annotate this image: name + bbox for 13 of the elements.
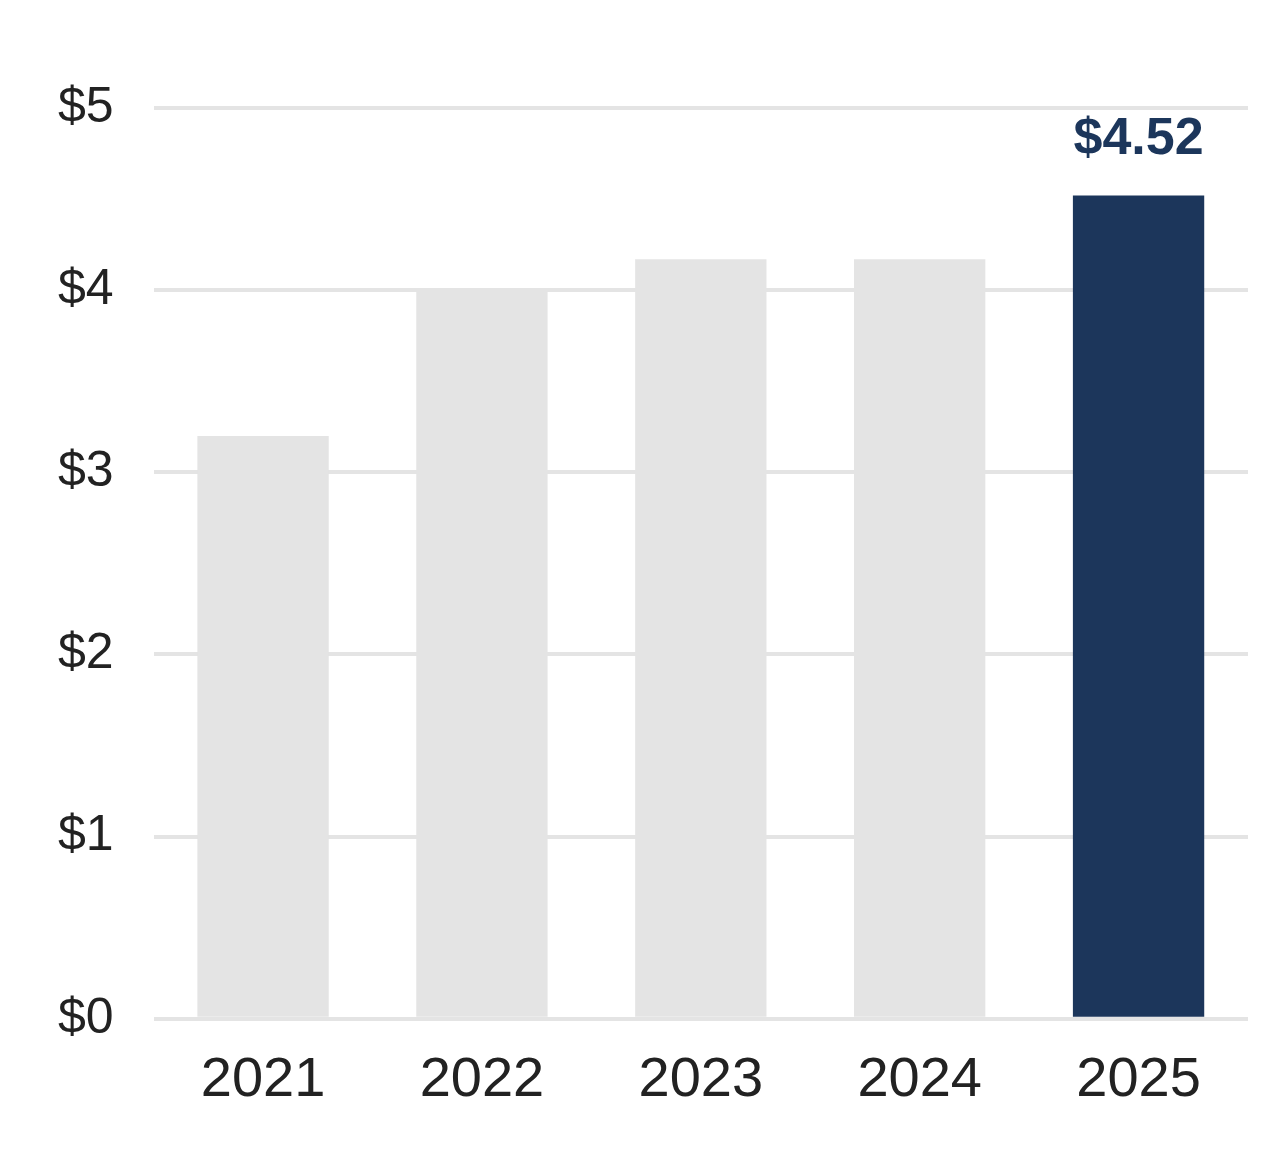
x-tick-label: 2023 xyxy=(638,1044,764,1108)
y-tick-label: $0 xyxy=(57,987,114,1044)
y-tick-label: $3 xyxy=(57,441,114,498)
bar xyxy=(1072,195,1205,1017)
y-tick-label: $4 xyxy=(57,258,114,315)
x-tick-label: 2025 xyxy=(1076,1044,1201,1108)
y-tick-label: $2 xyxy=(57,623,114,680)
y-tick-label: $5 xyxy=(57,76,114,133)
x-tick-label: 2024 xyxy=(857,1044,982,1108)
x-tick-label: 2021 xyxy=(200,1044,326,1108)
data-label: $4.52 xyxy=(1073,106,1204,165)
y-tick-label: $1 xyxy=(57,805,114,862)
x-tick-label: 2022 xyxy=(419,1044,545,1108)
